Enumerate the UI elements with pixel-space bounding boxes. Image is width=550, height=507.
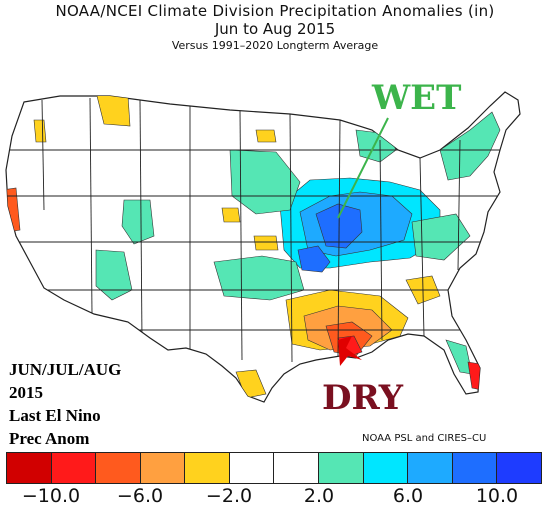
dry-annotation: DRY: [322, 378, 403, 418]
wet-region-ohio-east: [411, 213, 471, 261]
us-precip-anomaly-map: [5, 91, 521, 403]
map-title: NOAA/NCEI Climate Division Precipitation…: [55, 2, 495, 20]
colorbar-segment: [229, 453, 275, 483]
wet-annotation: WET: [372, 78, 462, 118]
colorbar-tick-label: 10.0: [475, 485, 519, 507]
map-baseline-note: Versus 1991–2020 Longterm Average: [171, 39, 379, 52]
colorbar-segment: [452, 453, 498, 483]
colorbar-tick-label: −2.0: [205, 485, 253, 507]
colorbar-tick-label: 2.0: [303, 485, 335, 507]
colorbar-segment: [319, 453, 364, 483]
dry-pointer: [338, 336, 362, 366]
colorbar-segment: [185, 453, 230, 483]
colorbar-segment: [363, 453, 409, 483]
wet-region-northeast: [439, 111, 501, 181]
wet-region-southwest: [95, 249, 133, 301]
wet-region-missouri: [297, 245, 331, 273]
colorbar-tick-label: −10.0: [21, 485, 81, 507]
colorbar-segment: [274, 453, 320, 483]
side-label-el-nino: Last El Nino: [9, 406, 101, 425]
side-label-variable: Prec Anom: [9, 429, 90, 448]
data-credit: NOAA PSL and CIRES–CU: [362, 433, 487, 444]
colorbar-segment: [140, 453, 186, 483]
colorbar-segment: [497, 453, 541, 483]
dry-region-maine: [255, 129, 277, 143]
dry-region-colorado: [221, 207, 241, 223]
colorbar-tick-label: −6.0: [116, 485, 164, 507]
wet-pointer: [337, 117, 389, 219]
anomaly-regions: [6, 92, 501, 399]
colorbar-segment: [408, 453, 453, 483]
colorbar-segment: [96, 453, 141, 483]
wet-region-southern-plains: [213, 255, 305, 301]
colorbar-segment: [51, 453, 97, 483]
map-subtitle: Jun to Aug 2015: [214, 20, 336, 38]
precip-colorbar: [6, 452, 542, 484]
colorbar-tick-label: 6.0: [392, 485, 424, 507]
dry-region-kansas: [253, 235, 279, 251]
wet-region-great-basin: [121, 199, 155, 245]
colorbar-segment: [7, 453, 52, 483]
side-label-year: 2015: [9, 383, 43, 402]
side-label-season: JUN/JUL/AUG: [9, 360, 122, 379]
dry-region-idaho: [33, 119, 47, 143]
